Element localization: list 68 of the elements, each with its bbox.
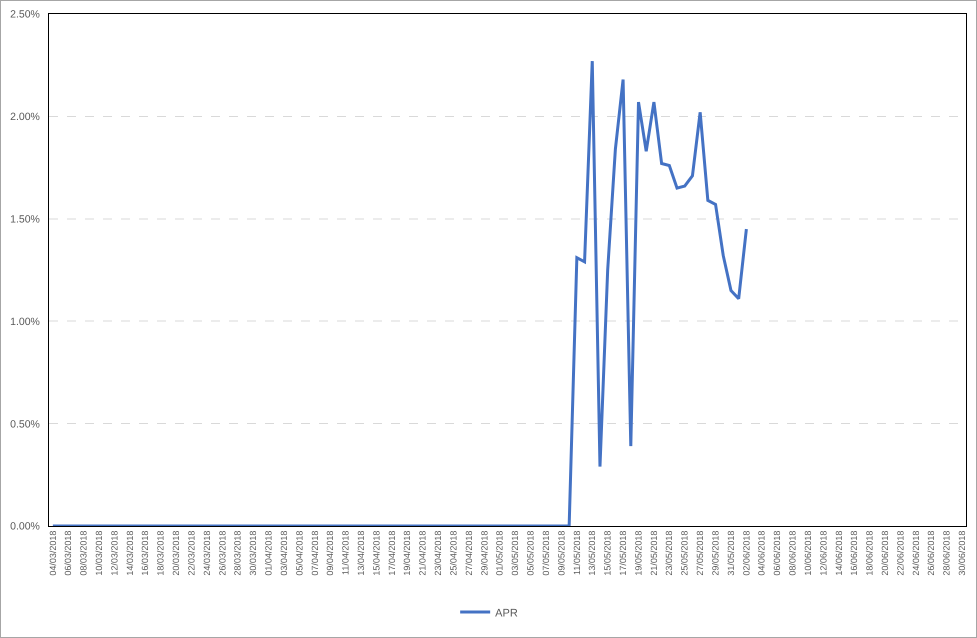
x-tick-label: 21/05/2018 <box>648 530 659 576</box>
y-tick-label: 0.50% <box>10 418 40 430</box>
x-tick-label: 25/04/2018 <box>448 530 458 576</box>
x-tick-label: 08/06/2018 <box>788 530 798 576</box>
x-tick-label: 27/04/2018 <box>464 530 474 576</box>
x-tick-label: 18/03/2018 <box>156 530 166 576</box>
x-tick-label: 04/06/2018 <box>756 530 767 576</box>
x-tick-label: 17/04/2018 <box>386 530 397 576</box>
x-tick-label: 09/04/2018 <box>325 530 336 576</box>
x-tick-label: 25/05/2018 <box>680 530 690 576</box>
x-tick-label: 15/04/2018 <box>371 530 382 576</box>
x-tick-label: 06/03/2018 <box>63 530 74 576</box>
y-tick-label: 1.00% <box>10 316 40 328</box>
x-tick-label: 07/04/2018 <box>310 530 320 576</box>
x-tick-label: 18/06/2018 <box>864 530 875 576</box>
x-tick-label: 03/05/2018 <box>510 530 520 576</box>
x-tick-label: 30/06/2018 <box>957 530 968 576</box>
x-tick-label: 24/03/2018 <box>202 530 212 576</box>
x-tick-label: 26/03/2018 <box>217 530 228 576</box>
x-tick-label: 05/04/2018 <box>294 530 304 576</box>
y-tick-label: 0.00% <box>10 520 40 533</box>
x-tick-label: 03/04/2018 <box>278 530 289 576</box>
y-tick-label: 1.50% <box>10 213 40 226</box>
x-tick-label: 13/04/2018 <box>356 530 366 576</box>
x-tick-label: 12/03/2018 <box>109 530 120 576</box>
x-tick-label: 01/04/2018 <box>264 530 274 576</box>
line-series <box>51 60 748 526</box>
x-tick-label: 14/03/2018 <box>124 530 135 576</box>
x-tick-label: 05/05/2018 <box>526 530 536 576</box>
x-tick-label: 10/03/2018 <box>94 530 104 576</box>
x-tick-label: 11/04/2018 <box>340 530 351 575</box>
x-tick-label: 22/03/2018 <box>186 530 196 576</box>
x-tick-label: 24/06/2018 <box>910 530 921 576</box>
x-tick-label: 22/06/2018 <box>895 530 906 576</box>
x-tick-label: 16/06/2018 <box>849 530 860 576</box>
x-tick-label: 13/05/2018 <box>587 530 598 576</box>
x-tick-label: 19/05/2018 <box>633 530 644 576</box>
x-tick-label: 02/06/2018 <box>741 530 752 576</box>
x-tick-label: 23/05/2018 <box>664 530 674 576</box>
x-tick-label: 16/03/2018 <box>140 530 150 576</box>
x-tick-label: 12/06/2018 <box>818 530 828 576</box>
x-tick-label: 10/06/2018 <box>802 530 813 576</box>
x-tick-label: 20/03/2018 <box>171 530 182 576</box>
x-tick-label: 14/06/2018 <box>834 530 844 576</box>
x-tick-label: 30/03/2018 <box>248 530 258 576</box>
x-tick-label: 11/05/2018 <box>572 530 582 575</box>
x-tick-label: 04/03/2018 <box>48 530 58 576</box>
x-tick-label: 29/04/2018 <box>479 530 490 576</box>
y-tick-label: 2.50% <box>10 8 40 21</box>
legend-label: APR <box>495 607 518 620</box>
x-tick-label: 27/05/2018 <box>695 530 706 576</box>
y-tick-label: 2.00% <box>10 111 40 124</box>
x-tick-label: 07/05/2018 <box>540 530 551 576</box>
x-tick-label: 08/03/2018 <box>78 530 89 576</box>
x-tick-label: 15/05/2018 <box>602 530 613 576</box>
x-tick-label: 19/04/2018 <box>402 530 412 576</box>
x-tick-label: 29/05/2018 <box>710 530 720 576</box>
x-tick-label: 21/04/2018 <box>418 530 428 576</box>
x-tick-label: 28/03/2018 <box>232 530 243 576</box>
x-tick-label: 26/06/2018 <box>926 530 936 576</box>
x-tick-label: 01/05/2018 <box>494 530 505 576</box>
x-tick-label: 09/05/2018 <box>556 530 566 576</box>
x-tick-label: 20/06/2018 <box>880 530 890 576</box>
x-tick-label: 17/05/2018 <box>618 530 628 576</box>
x-tick-label: 28/06/2018 <box>942 530 952 576</box>
x-tick-label: 06/06/2018 <box>772 530 782 576</box>
x-tick-label: 31/05/2018 <box>726 530 736 576</box>
x-tick-label: 23/04/2018 <box>433 530 444 576</box>
